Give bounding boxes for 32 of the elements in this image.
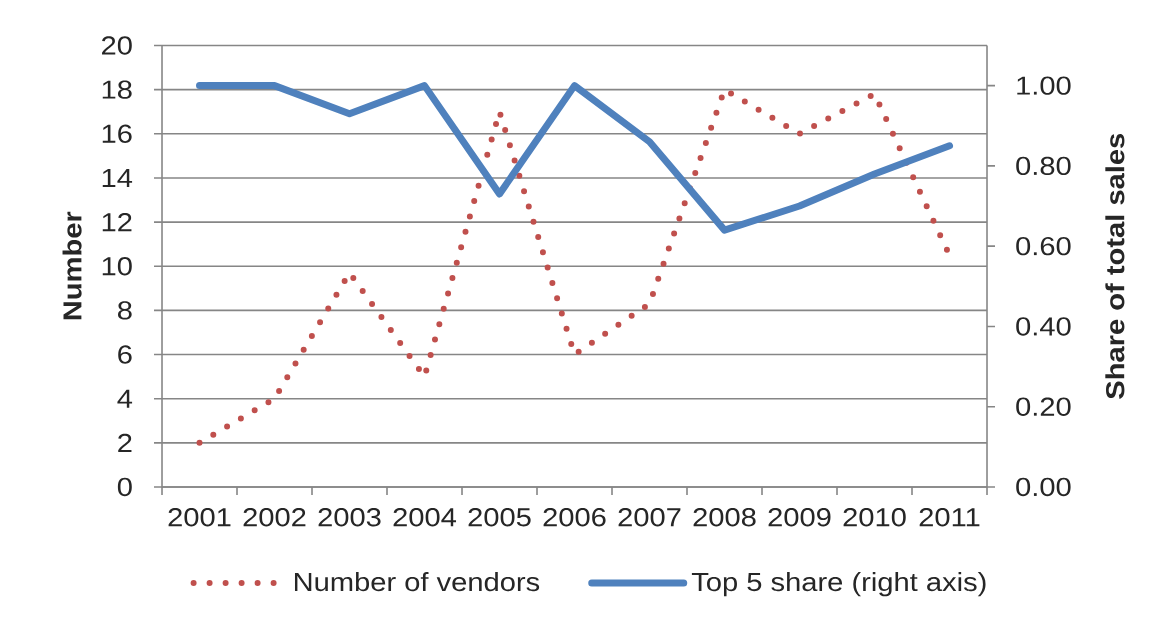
y-tick-label: 8 xyxy=(118,301,132,320)
y-tick-label: 12 xyxy=(102,213,132,232)
legend-label: Number of vendors xyxy=(294,572,540,592)
y-tick-label: 18 xyxy=(102,80,132,99)
y2-tick-label: 1.00 xyxy=(1017,76,1071,95)
x-tick-label: 2001 xyxy=(168,508,231,527)
y2-tick-label: 0.40 xyxy=(1016,317,1071,336)
x-tick-label: 2010 xyxy=(843,508,906,527)
x-tick-label: 2005 xyxy=(468,508,531,527)
y-tick-label: 16 xyxy=(102,124,132,143)
y2-axis-title: Share of total sales xyxy=(1105,133,1125,399)
y-tick-label: 10 xyxy=(102,257,132,276)
x-tick-label: 2008 xyxy=(693,508,756,527)
x-tick-label: 2009 xyxy=(768,508,831,527)
y-tick-label: 4 xyxy=(117,389,133,408)
y-tick-label: 20 xyxy=(102,36,132,55)
y-tick-label: 0 xyxy=(117,477,132,497)
x-tick-label: 2006 xyxy=(543,508,606,527)
legend-label: Top 5 share (right axis) xyxy=(691,572,986,597)
y2-tick-label: 0.20 xyxy=(1016,397,1071,416)
y2-tick-label: 0.00 xyxy=(1016,477,1071,497)
y2-tick-label: 0.60 xyxy=(1016,236,1071,256)
y-tick-label: 2 xyxy=(118,433,132,452)
x-tick-label: 2003 xyxy=(318,508,381,527)
y-tick-label: 14 xyxy=(102,169,133,187)
y-axis-title: Number xyxy=(62,211,82,320)
y-tick-label: 6 xyxy=(118,345,132,364)
x-tick-label: 2011 xyxy=(919,508,980,527)
x-tick-label: 2007 xyxy=(618,508,681,527)
x-tick-label: 2002 xyxy=(243,508,306,527)
x-tick-label: 2004 xyxy=(393,508,457,527)
y2-tick-label: 0.80 xyxy=(1016,156,1071,176)
